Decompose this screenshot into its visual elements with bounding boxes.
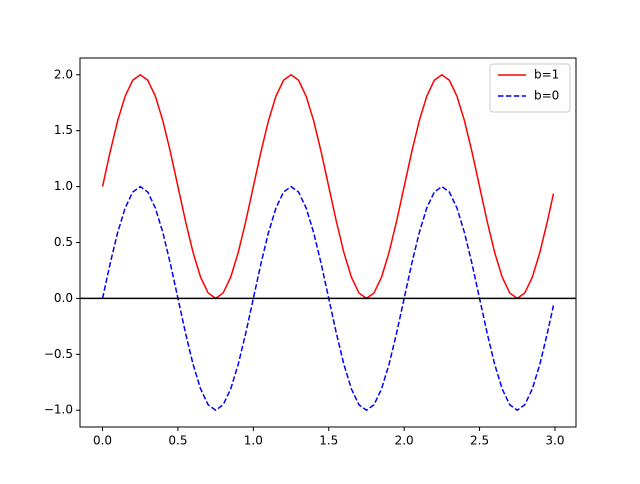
x-tick-label: 0.5: [168, 434, 187, 448]
y-tick-label: 2.0: [54, 67, 73, 81]
x-tick-label: 1.0: [244, 434, 263, 448]
y-tick-label: 0.5: [54, 235, 73, 249]
y-tick-label: −0.5: [44, 347, 73, 361]
series-line: [101, 73, 555, 300]
legend-label: b=1: [534, 68, 559, 82]
x-tick-label: 1.5: [319, 434, 338, 448]
y-tick-label: 1.5: [54, 123, 73, 137]
y-tick-label: −1.0: [44, 403, 73, 417]
x-tick-label: 3.0: [545, 434, 564, 448]
y-tick-label: 0.0: [54, 291, 73, 305]
x-tick-label: 0.0: [93, 434, 112, 448]
x-tick-label: 2.0: [395, 434, 414, 448]
y-tick-label: 1.0: [54, 179, 73, 193]
axes-frame: [79, 57, 577, 428]
legend-box: [489, 63, 571, 113]
legend-label: b=0: [534, 89, 559, 103]
x-tick-label: 2.5: [470, 434, 489, 448]
